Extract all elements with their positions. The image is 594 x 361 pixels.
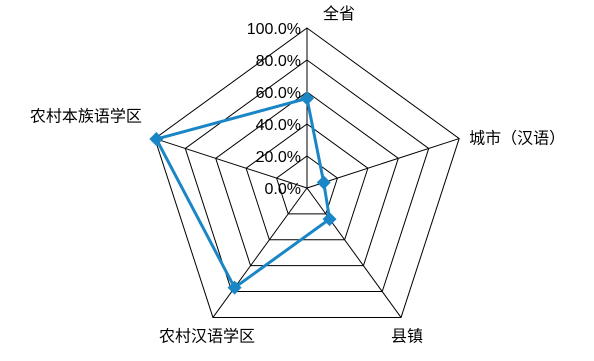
series-group: [149, 91, 337, 295]
grid-ring: [154, 27, 460, 318]
tick-label: 100.0%: [247, 21, 301, 38]
radar-grid: [154, 27, 460, 318]
tick-label: 0.0%: [265, 181, 301, 198]
category-label: 农村本族语学区: [30, 107, 142, 126]
grid-ring: [245, 123, 369, 241]
category-label: 农村汉语学区: [159, 326, 255, 345]
data-point: [300, 91, 314, 106]
data-point: [149, 132, 164, 147]
grid-ring: [275, 155, 339, 215]
grid-ring: [184, 59, 430, 293]
radar-spokes: [154, 28, 460, 318]
axis-spoke: [212, 187, 308, 318]
category-label: 县镇: [391, 326, 423, 345]
category-label: 城市（汉语）: [469, 129, 565, 148]
category-label: 全省: [323, 4, 355, 23]
tick-labels: 0.0% 20.0% 40.0% 60.0% 80.0% 100.0%: [247, 21, 301, 198]
data-point: [227, 280, 242, 295]
data-point: [322, 212, 337, 227]
tick-label: 40.0%: [256, 117, 301, 134]
axis-spoke: [306, 187, 402, 318]
data-point: [316, 175, 331, 190]
axis-spoke: [154, 138, 308, 189]
series-line: [154, 96, 332, 290]
tick-label: 20.0%: [256, 149, 301, 166]
tick-label: 60.0%: [256, 85, 301, 102]
axis-spoke: [306, 138, 460, 189]
tick-label: 80.0%: [256, 53, 301, 70]
grid-ring: [215, 91, 399, 267]
